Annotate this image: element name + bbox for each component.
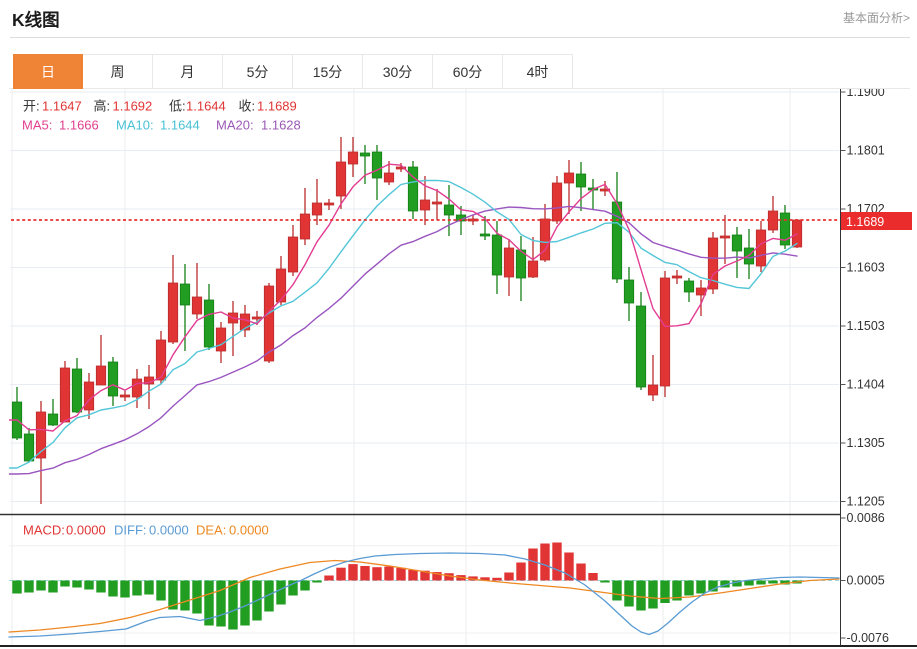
svg-text:0.0005: 0.0005: [847, 574, 885, 588]
svg-text:高:: 高:: [94, 99, 111, 114]
svg-text:0.0000: 0.0000: [149, 523, 189, 538]
svg-text:1.1689: 1.1689: [257, 99, 297, 114]
svg-text:1.1404: 1.1404: [847, 378, 885, 392]
svg-text:低:: 低:: [169, 99, 186, 114]
svg-text:DIFF:: DIFF:: [114, 523, 147, 538]
svg-text:0.0086: 0.0086: [847, 511, 885, 525]
svg-text:开:: 开:: [23, 99, 40, 114]
svg-text:1.1644: 1.1644: [186, 99, 226, 114]
svg-text:MACD:: MACD:: [23, 523, 65, 538]
svg-text:1.1647: 1.1647: [42, 99, 82, 114]
svg-text:0.0000: 0.0000: [229, 523, 269, 538]
svg-text:DEA:: DEA:: [196, 523, 226, 538]
svg-text:1.1503: 1.1503: [847, 319, 885, 333]
svg-text:1.1628: 1.1628: [261, 118, 301, 133]
svg-text:1.1644: 1.1644: [160, 118, 200, 133]
svg-text:-0.0076: -0.0076: [847, 631, 889, 645]
svg-text:MA20:: MA20:: [216, 118, 254, 133]
svg-text:1.1900: 1.1900: [847, 89, 885, 99]
svg-text:1.1205: 1.1205: [847, 495, 885, 509]
svg-text:1.1801: 1.1801: [847, 144, 885, 158]
svg-text:1.1666: 1.1666: [59, 118, 99, 133]
svg-text:MA10:: MA10:: [116, 118, 154, 133]
svg-text:1.1692: 1.1692: [113, 99, 153, 114]
svg-text:1.1305: 1.1305: [847, 436, 885, 450]
svg-text:1.1689: 1.1689: [846, 215, 884, 229]
svg-text:收:: 收:: [239, 99, 256, 114]
svg-text:MA5:: MA5:: [22, 118, 52, 133]
svg-text:0.0000: 0.0000: [66, 523, 106, 538]
svg-text:1.1603: 1.1603: [847, 261, 885, 275]
